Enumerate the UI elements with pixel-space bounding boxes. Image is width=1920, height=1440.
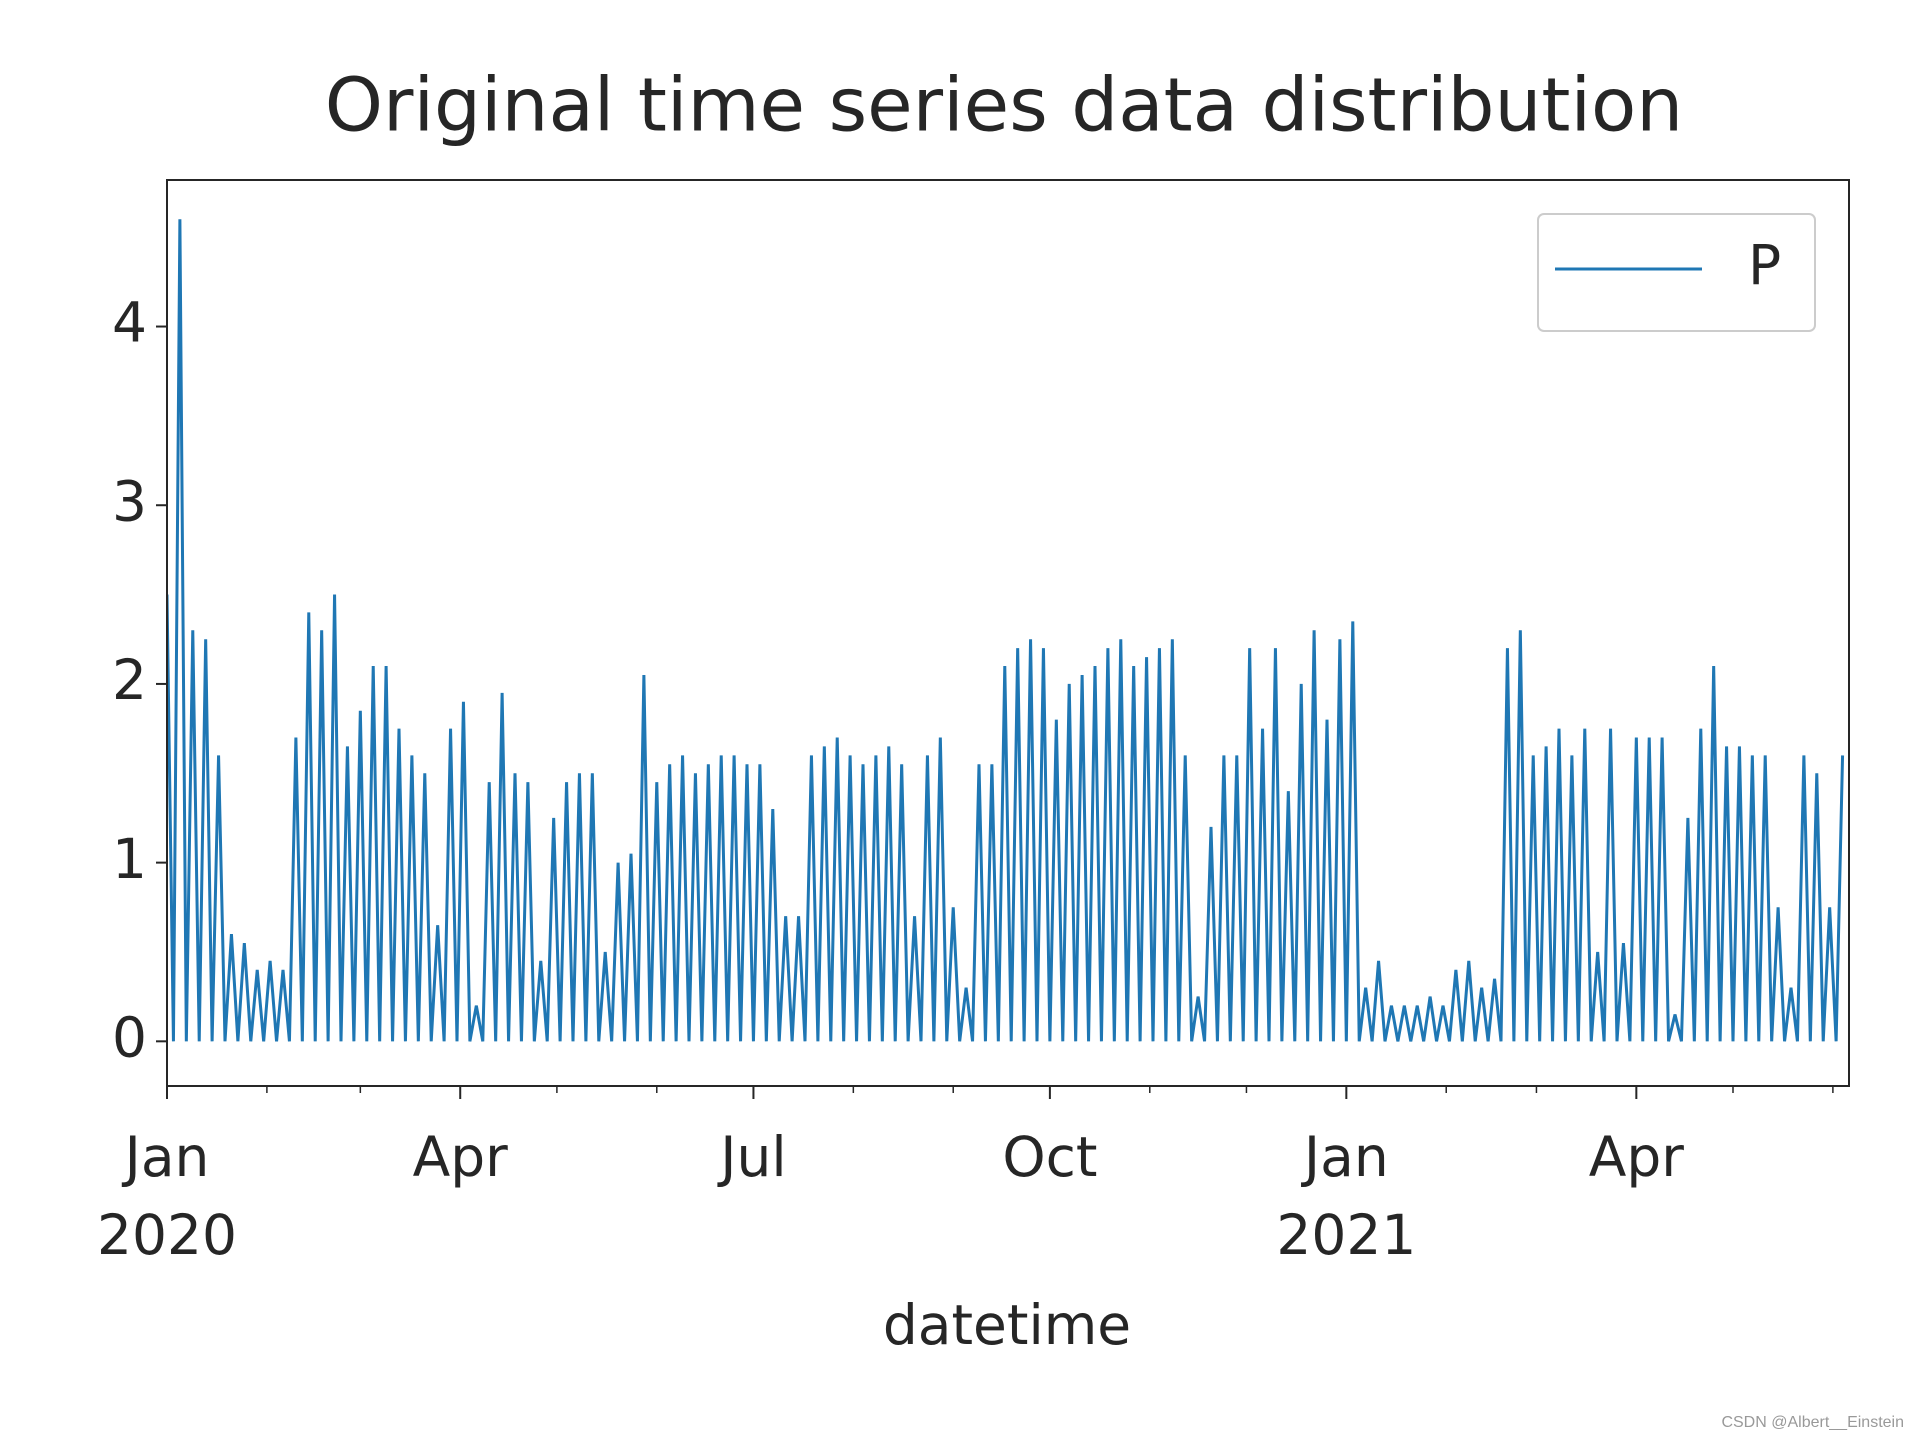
axes-frame	[166, 179, 1850, 1087]
watermark: CSDN @Albert__Einstein	[1721, 1414, 1904, 1431]
y-tick-label: 4	[112, 291, 147, 355]
x-tick-label: Jan 2021	[1276, 1125, 1417, 1267]
x-axis-label: datetime	[883, 1293, 1131, 1357]
y-tick-label: 1	[112, 827, 147, 891]
x-tick-label: Oct	[1002, 1125, 1098, 1189]
line-series	[167, 219, 1845, 1042]
y-tick-label: 2	[112, 648, 147, 712]
y-tick-label: 3	[112, 469, 147, 533]
legend-label: P	[1748, 233, 1781, 297]
y-tick-label: 0	[112, 1005, 147, 1069]
x-tick-label: Jul	[720, 1125, 787, 1189]
chart-title: Original time series data distribution	[325, 63, 1683, 149]
x-tick-label: Jan 2020	[97, 1125, 237, 1267]
x-tick-label: Apr	[1588, 1125, 1684, 1189]
legend-box	[1537, 213, 1816, 332]
x-tick-label: Apr	[412, 1125, 508, 1189]
